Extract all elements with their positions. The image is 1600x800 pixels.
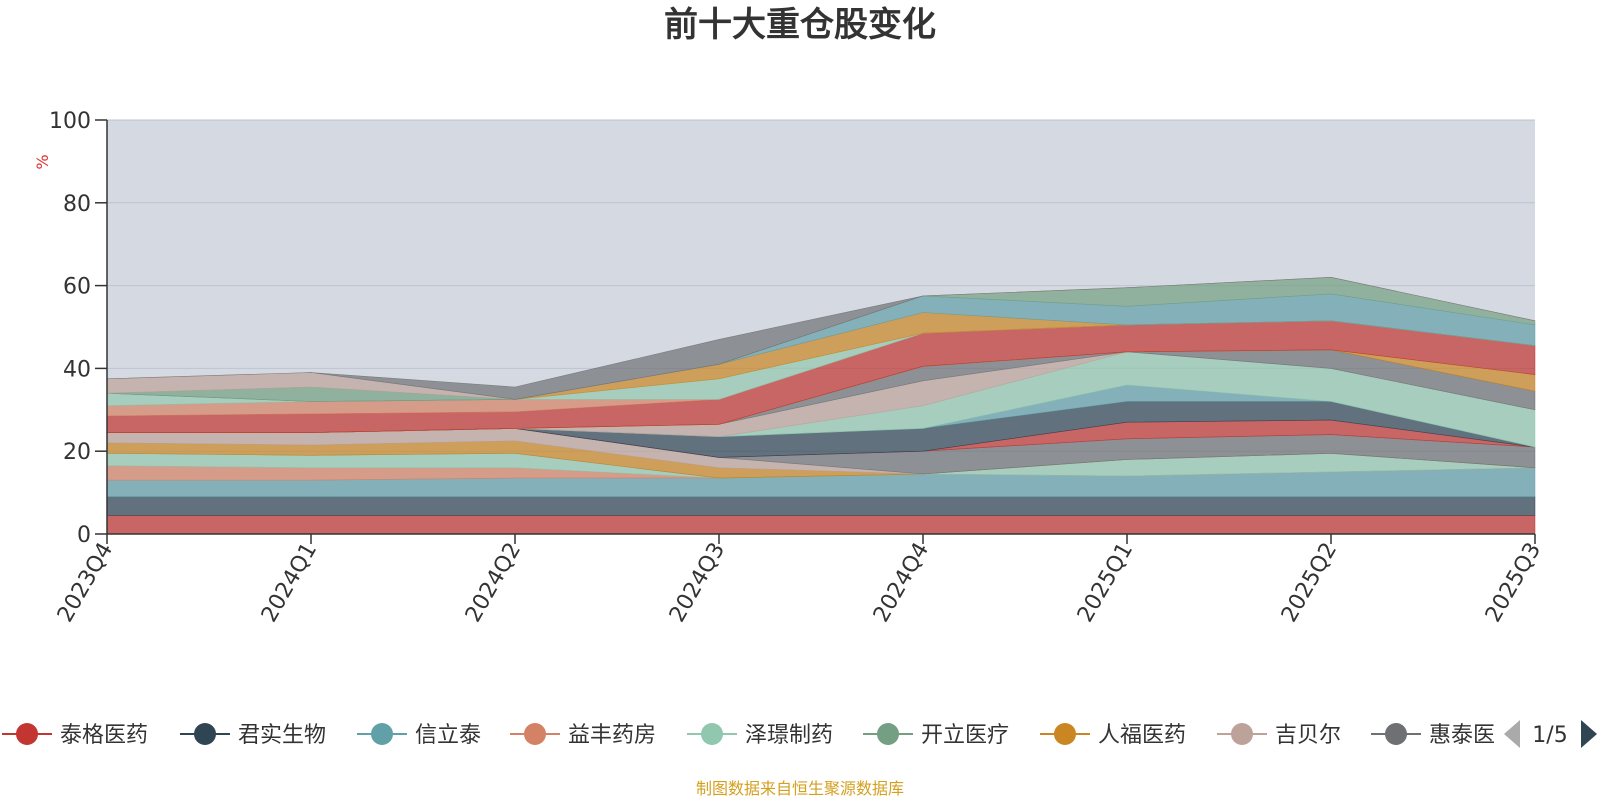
legend-item[interactable]: 泽璟制药 [687, 723, 833, 748]
y-tick-label: 60 [63, 275, 91, 300]
legend-marker-icon [877, 723, 899, 745]
legend-label: 惠泰医 [1429, 723, 1495, 748]
legend-marker-icon [194, 723, 216, 745]
x-tick-label: 2025Q1 [1073, 539, 1138, 627]
area-series-24 [106, 276, 1536, 400]
legend-item[interactable]: 君实生物 [180, 723, 326, 748]
legend-label: 开立医疗 [921, 723, 1009, 748]
area-series [106, 276, 1536, 535]
legend-label: 人福医药 [1098, 723, 1186, 748]
legend-marker-icon [371, 723, 393, 745]
legend-item[interactable]: 人福医药 [1040, 723, 1186, 748]
x-tick-label: 2024Q2 [461, 539, 526, 627]
legend-marker-icon [1385, 723, 1407, 745]
y-tick-label: 0 [77, 523, 91, 548]
legend-marker-icon [701, 723, 723, 745]
x-tick-label: 2025Q2 [1277, 539, 1342, 627]
area-series-1 [106, 515, 1536, 535]
legend-item[interactable]: 益丰药房 [510, 723, 656, 748]
legend-page-indicator: 1/5 [1532, 723, 1567, 748]
y-tick-label: 20 [63, 440, 91, 465]
legend-item[interactable]: 开立医疗 [863, 723, 1009, 748]
legend: 泰格医药 君实生物 信立泰 益丰药房 泽璟制药 开立医疗 人福医药 吉贝尔 惠泰医 [2, 723, 1495, 748]
legend-marker-icon [1054, 723, 1076, 745]
x-tick-label: 2023Q4 [53, 539, 118, 627]
chart-title: 前十大重仓股变化 [664, 5, 936, 45]
x-tick-label: 2024Q3 [665, 539, 730, 627]
legend-label: 泽璟制药 [745, 723, 833, 748]
legend-pagination: 1/5 [1504, 720, 1597, 748]
legend-label: 益丰药房 [568, 723, 656, 748]
triangle-left-icon[interactable] [1504, 720, 1520, 748]
x-tick-label: 2024Q1 [257, 539, 322, 627]
legend-label: 君实生物 [238, 723, 326, 748]
legend-label: 泰格医药 [60, 723, 148, 748]
data-source-note: 制图数据来自恒生聚源数据库 [696, 779, 904, 798]
legend-item[interactable]: 泰格医药 [2, 723, 148, 748]
legend-label: 吉贝尔 [1275, 723, 1341, 748]
legend-item[interactable]: 吉贝尔 [1217, 723, 1341, 748]
legend-marker-icon [524, 723, 546, 745]
x-tick-label: 2025Q3 [1481, 539, 1546, 627]
legend-item[interactable]: 信立泰 [357, 723, 481, 748]
legend-item[interactable]: 惠泰医 [1371, 723, 1495, 748]
y-tick-label: 40 [63, 357, 91, 382]
legend-marker-icon [16, 723, 38, 745]
triangle-right-icon[interactable] [1581, 720, 1597, 748]
y-tick-label: 100 [49, 109, 91, 134]
y-axis-label: % [33, 154, 52, 169]
legend-label: 信立泰 [415, 723, 481, 748]
x-tick-label: 2024Q4 [869, 539, 934, 627]
y-tick-label: 80 [63, 192, 91, 217]
legend-marker-icon [1231, 723, 1253, 745]
area-series-2 [106, 496, 1536, 516]
